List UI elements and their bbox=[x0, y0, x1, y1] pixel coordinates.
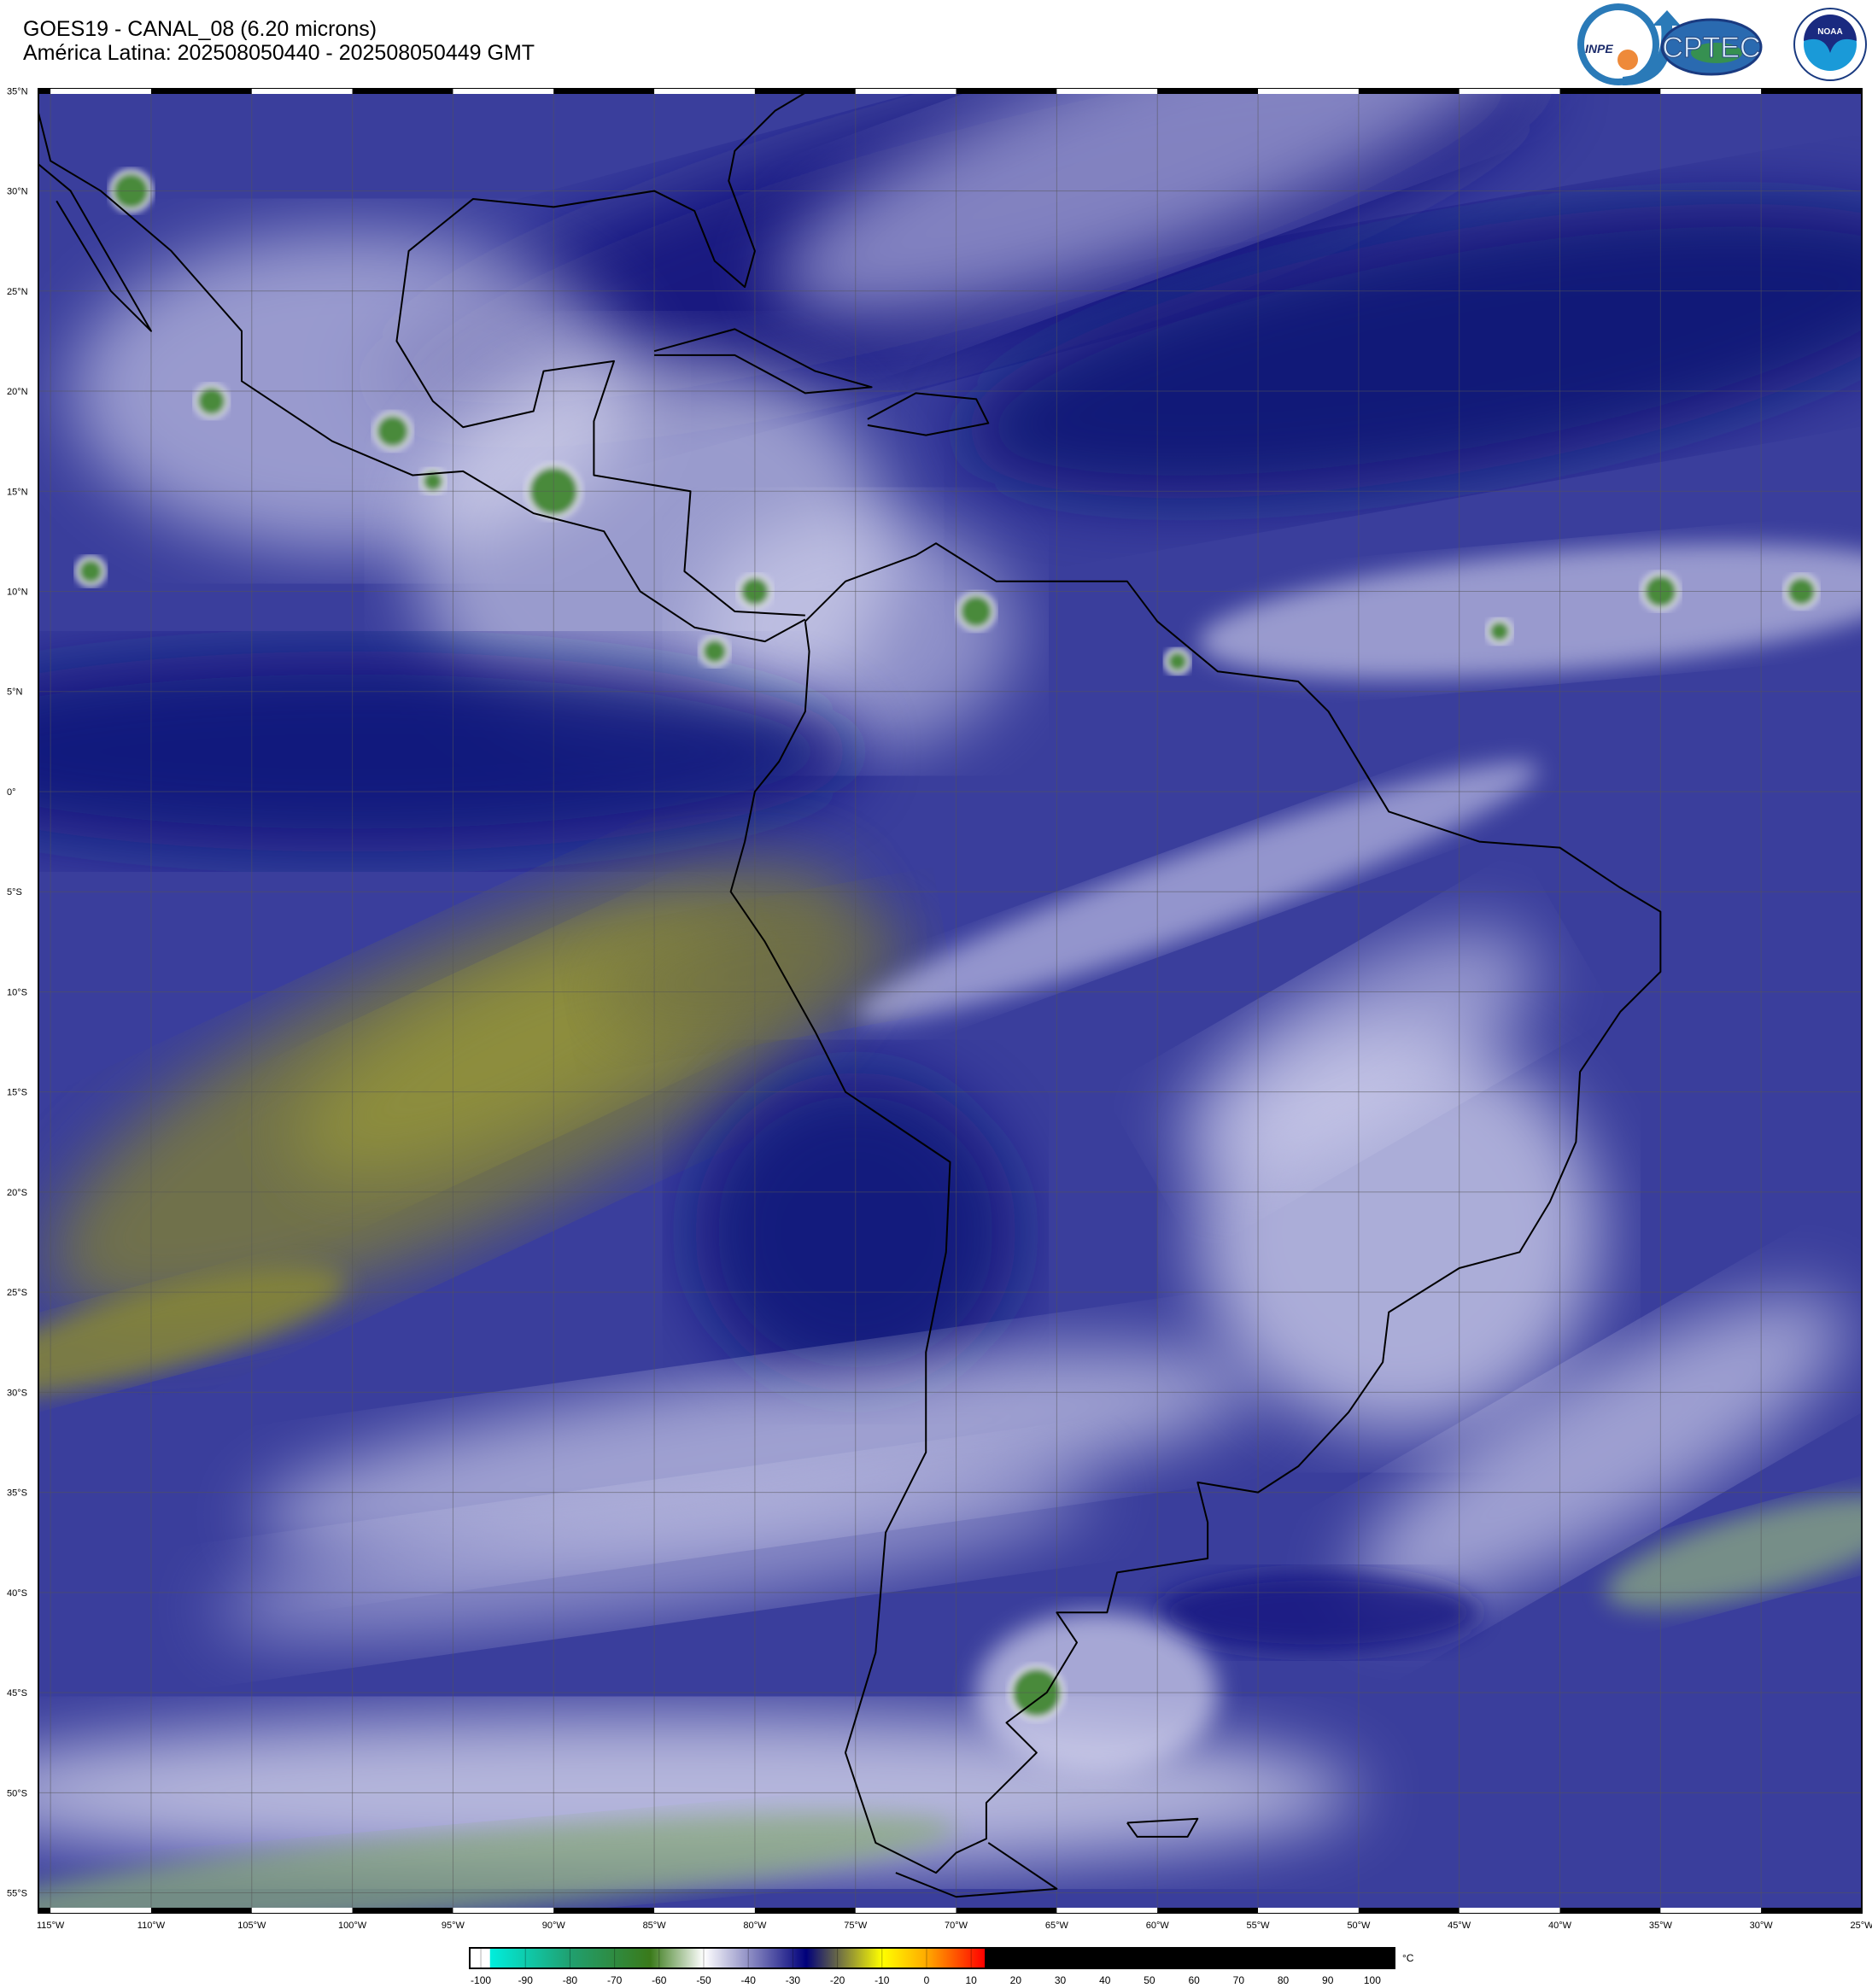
coastline bbox=[1126, 1817, 1199, 1838]
latitude-label: 0° bbox=[7, 787, 16, 798]
latitude-label: 20°N bbox=[7, 387, 28, 397]
colorbar-tick-label: -80 bbox=[563, 1974, 578, 1986]
latitude-label: 10°S bbox=[7, 987, 27, 997]
colorbar-tick-label: 30 bbox=[1055, 1974, 1067, 1986]
longitude-label: 105°W bbox=[237, 1921, 266, 1931]
colorbar-tick-label: -90 bbox=[518, 1974, 534, 1986]
latitude-label: 15°N bbox=[7, 487, 28, 497]
colorbar-tick-label: -50 bbox=[696, 1974, 711, 1986]
svg-text:INPE: INPE bbox=[1585, 42, 1613, 56]
coastline bbox=[395, 89, 814, 617]
longitude-label: 70°W bbox=[945, 1921, 968, 1931]
longitude-label: 110°W bbox=[137, 1921, 166, 1931]
inpe-logo: INPE bbox=[1577, 3, 1681, 85]
longitude-label: 100°W bbox=[338, 1921, 367, 1931]
cloud-region bbox=[38, 651, 856, 852]
latitude-label: 40°S bbox=[7, 1588, 27, 1599]
latitude-label: 45°S bbox=[7, 1688, 27, 1699]
longitude-label: 55°W bbox=[1247, 1921, 1271, 1931]
coastline bbox=[867, 392, 990, 436]
convective-cell bbox=[699, 635, 731, 668]
longitude-label: 65°W bbox=[1045, 1921, 1069, 1931]
frame-ticks bbox=[38, 89, 1862, 1913]
svg-text:NOAA: NOAA bbox=[1817, 27, 1842, 37]
colorbar-tick-label: -20 bbox=[830, 1974, 845, 1986]
colorbar: -100 -90 -80 -70 -60 -50 -40 -30 -20 -10 0 10 20 30 40… bbox=[469, 1947, 1414, 1986]
longitude-label: 40°W bbox=[1548, 1921, 1572, 1931]
latitude-labels: 35°N 30°N 25°N 20°N 15°N 10°N 5°N 0° 5°S 10°S 15°S… bbox=[7, 86, 28, 1898]
longitude-label: 80°W bbox=[743, 1921, 767, 1931]
latitude-label: 35°S bbox=[7, 1488, 27, 1499]
coastline bbox=[38, 109, 806, 643]
longitude-label: 45°W bbox=[1448, 1921, 1471, 1931]
longitude-label: 85°W bbox=[643, 1921, 667, 1931]
colorbar-unit: °C bbox=[1402, 1952, 1414, 1964]
longitude-label: 60°W bbox=[1146, 1921, 1170, 1931]
colorbar-tick-label: -100 bbox=[471, 1974, 491, 1986]
latitude-label: 30°N bbox=[7, 187, 28, 197]
convective-cell bbox=[193, 383, 230, 419]
coastline bbox=[729, 542, 1662, 1874]
colorbar-tick-label: 50 bbox=[1144, 1974, 1155, 1986]
longitude-label: 50°W bbox=[1347, 1921, 1371, 1931]
colorbar-tick-label: 20 bbox=[1010, 1974, 1022, 1986]
longitude-label: 35°W bbox=[1649, 1921, 1673, 1931]
latitude-label: 15°S bbox=[7, 1088, 27, 1098]
convective-cell bbox=[1163, 647, 1191, 675]
colorbar-tick-label: -70 bbox=[607, 1974, 623, 1986]
convective-cell bbox=[74, 555, 107, 588]
map-title: GOES19 - CANAL_08 (6.20 microns) bbox=[23, 17, 377, 41]
latitude-label: 20°S bbox=[7, 1188, 27, 1198]
noaa-logo: NOAA bbox=[1793, 8, 1867, 81]
convective-cell bbox=[1485, 617, 1513, 646]
cloud-region bbox=[1353, 1295, 1848, 1610]
latitude-label: 25°S bbox=[7, 1288, 27, 1298]
coastline bbox=[653, 328, 873, 395]
coastlines bbox=[38, 89, 1662, 1898]
svg-text:CPTEC: CPTEC bbox=[1662, 32, 1760, 64]
colorbar-tick-label: 10 bbox=[965, 1974, 977, 1986]
latitude-label: 30°S bbox=[7, 1388, 27, 1398]
colorbar-tick-label: -60 bbox=[652, 1974, 667, 1986]
longitude-label: 95°W bbox=[442, 1921, 465, 1931]
latitude-label: 35°N bbox=[7, 86, 28, 96]
latitude-label: 50°S bbox=[7, 1788, 27, 1798]
cptec-logo: CPTEC bbox=[1660, 18, 1763, 76]
longitude-label: 75°W bbox=[844, 1921, 868, 1931]
map-subtitle: América Latina: 202508050440 - 202508050… bbox=[23, 41, 535, 65]
convective-cell bbox=[372, 411, 412, 452]
colorbar-tick-label: -10 bbox=[875, 1974, 890, 1986]
colorbar-tick-label: -40 bbox=[741, 1974, 757, 1986]
latitude-label: 55°S bbox=[7, 1889, 27, 1899]
coastline bbox=[38, 163, 152, 332]
latitude-label: 10°N bbox=[7, 588, 28, 598]
colorbar-tick-label: 40 bbox=[1099, 1974, 1111, 1986]
longitude-label: 90°W bbox=[542, 1921, 566, 1931]
longitude-label: 115°W bbox=[37, 1921, 65, 1931]
colorbar-tick-label: 0 bbox=[924, 1974, 930, 1986]
colorbar-tick-label: 100 bbox=[1364, 1974, 1381, 1986]
convective-cell bbox=[418, 467, 448, 495]
colorbar-tick-label: -30 bbox=[786, 1974, 801, 1986]
cloud-region bbox=[1157, 1572, 1480, 1653]
longitude-labels: 115°W 110°W 105°W 100°W 95°W 90°W 85°W 80°W 75°W… bbox=[37, 1921, 1872, 1931]
latitude-label: 25°N bbox=[7, 287, 28, 297]
longitude-label: 25°W bbox=[1850, 1921, 1872, 1931]
colorbar-tick-label: 70 bbox=[1233, 1974, 1245, 1986]
latitude-label: 5°S bbox=[7, 887, 22, 898]
latitude-label: 5°N bbox=[7, 687, 23, 698]
coastline bbox=[895, 1842, 1058, 1898]
colorbar-tick-label: 60 bbox=[1188, 1974, 1200, 1986]
longitude-label: 30°W bbox=[1750, 1921, 1774, 1931]
colorbar-tick-label: 80 bbox=[1278, 1974, 1290, 1986]
colorbar-tick-label: 90 bbox=[1322, 1974, 1334, 1986]
convective-cell bbox=[956, 591, 997, 632]
